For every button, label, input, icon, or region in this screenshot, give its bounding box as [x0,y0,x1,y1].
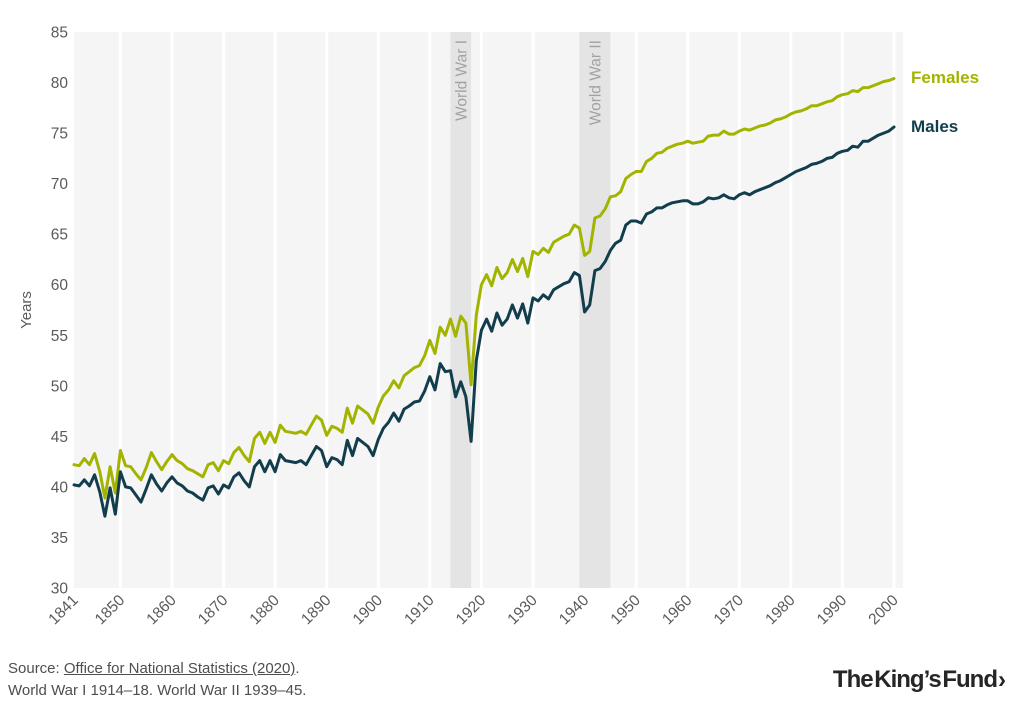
source-prefix: Source: [8,660,64,677]
y-axis-tick-label: 85 [51,25,68,42]
legend-females-label: Females [911,68,980,87]
x-axis-tick-label: 1850 [92,592,129,629]
legend-males-label: Males [911,117,959,136]
x-axis-tick-label: 1870 [195,592,232,629]
war-band-label-2: World War II [587,40,604,125]
plot-background [74,32,903,588]
source-link[interactable]: Office for National Statistics (2020) [63,660,296,677]
kings-fund-logo: The King’s Fund› [832,665,1006,694]
y-axis-tick-label: 30 [51,581,69,598]
source-text: Source: Office for National Statistics (… [8,658,306,680]
y-axis-tick-label: 80 [51,75,69,92]
x-axis-tick-label: 1930 [504,592,541,629]
y-axis-tick-label: 75 [51,126,68,143]
x-axis-tick-label: 1860 [143,592,180,629]
source-block: Source: Office for National Statistics (… [8,658,306,702]
y-axis-title: Years [18,291,35,329]
logo-text: The King’s Fund [832,666,998,693]
x-axis-tick-label: 1920 [453,592,490,629]
war-band-label-1: World War I [453,40,470,121]
x-axis-tick-label: 1890 [298,592,335,629]
x-axis-tick-label: 1880 [247,592,284,629]
x-axis-tick-label: 1980 [762,592,799,629]
footnote-text: World War I 1914–18. World War II 1939–4… [8,682,307,699]
source-suffix: . [295,660,300,677]
males-line [72,125,896,518]
x-axis-tick-label: 1990 [814,592,851,629]
x-axis-tick-label: 1940 [556,592,593,629]
x-axis-tick-label: 1950 [608,592,645,629]
logo-chevron-icon: › [998,665,1006,694]
y-axis-tick-label: 45 [51,429,68,446]
war-band-1 [450,32,472,588]
y-axis-tick-label: 50 [51,378,69,395]
x-axis-tick-label: 2000 [865,592,902,629]
x-axis-tick-label: 1910 [401,592,438,629]
x-axis-tick-label: 1960 [659,592,696,629]
y-axis-tick-label: 40 [51,479,69,496]
females-line [72,77,896,500]
y-axis-tick-label: 60 [51,277,69,294]
x-axis-tick-label: 1900 [350,592,387,629]
y-axis-tick-label: 70 [51,176,69,193]
y-axis-tick-label: 55 [51,328,68,345]
x-axis-tick-label: 1970 [711,592,748,629]
y-axis-tick-label: 35 [51,530,68,547]
y-axis-tick-label: 65 [51,227,68,244]
life-expectancy-chart: World War I World War II 30 35 40 45 50 55 60 65 7… [18,25,903,629]
